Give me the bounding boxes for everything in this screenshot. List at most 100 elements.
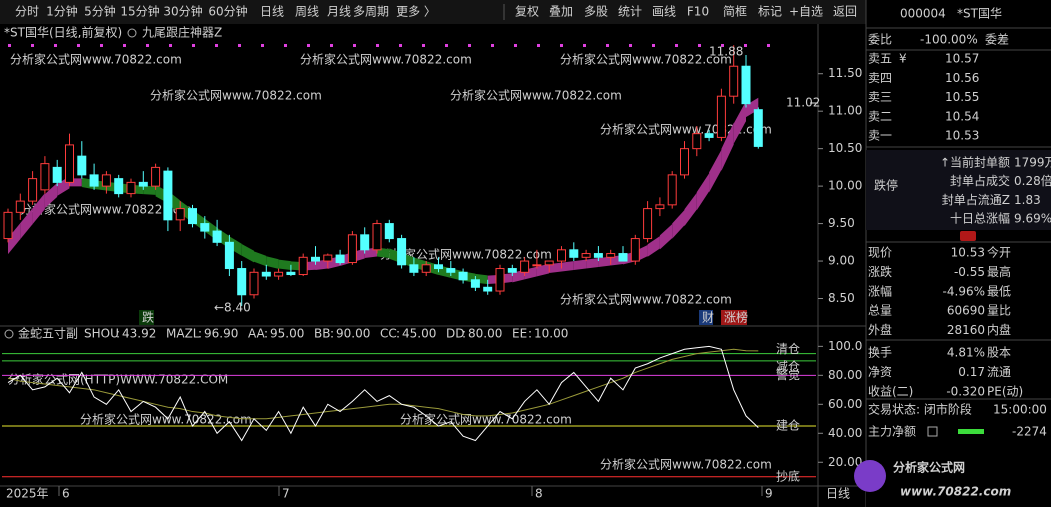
stat-label: 换手 [868,346,892,360]
ref-label: 抄底 [776,468,800,483]
candle-body [360,234,370,251]
x-tick-label: 9 [765,487,773,501]
ref-label: 减仓 [776,359,800,373]
toolbar-item[interactable]: 统计 [618,5,642,19]
candle-body [680,148,689,176]
currency: ¥ [899,52,907,66]
toolbar-item[interactable]: 月线 [327,5,351,19]
value: -100.00% [920,33,978,47]
ribbon-segment [733,101,746,144]
stat-label: 总量 [868,304,892,318]
y-tick-label: 11.50 [828,66,862,80]
x-tick-label: 8 [535,487,543,501]
marker-dot [537,44,540,47]
toolbar-item[interactable]: +自选 [789,5,823,19]
candle-body [618,253,628,262]
toolbar-item[interactable]: 多周期 [353,5,389,19]
stat-value: 4.81% [947,346,985,360]
sub-item-name: EE [512,327,527,341]
candle-body [15,200,25,213]
marker-dot [491,44,494,47]
watermark: 分析家公式网www.70822.com [80,412,252,427]
marker-dot [445,44,448,47]
ask-price: 10.55 [945,90,979,104]
seal-value: 0.28倍 [1014,173,1051,188]
sub-line [7,348,759,420]
toolbar-item[interactable]: 日线 [260,5,284,19]
ribbon-segment [659,224,673,250]
marker-dot [77,44,80,47]
candle-body [434,264,443,270]
marker-dot [100,44,103,47]
toolbar-item[interactable]: 5分钟 [84,4,116,19]
toolbar-item[interactable]: 更多 〉 [396,5,436,19]
watermark: 分析家公式网www.70822.com [600,457,772,472]
candle-body [692,133,702,150]
label: 委比 [868,33,892,47]
candle-body [446,268,456,273]
toolbar-item[interactable]: 15分钟 [120,4,159,19]
candle-body [175,208,185,221]
candle-body [409,264,419,273]
candle-body [507,268,517,273]
marker-dot [606,44,609,47]
ribbon-segment [32,193,45,225]
toolbar-item[interactable]: 返回 [833,5,857,19]
annotation: 涨榜 [724,310,748,325]
ask-price: 10.56 [945,71,979,85]
ribbon-segment [254,251,267,267]
toolbar-item[interactable]: 画线 [652,5,676,19]
toolbar-item[interactable]: 分时 [15,5,39,19]
ribbon-segment [44,182,58,209]
flow-icon [927,426,938,437]
annotation: 11.88 [709,45,743,59]
ref-label: 清仓 [776,342,800,356]
watermark: 分析家公式网www.70822.com [400,412,572,427]
marker-dot [583,44,586,47]
sub-item-value: 45.00 [402,327,436,341]
ask-price: 10.54 [945,109,979,123]
sub-item-colon: : [396,327,400,341]
watermark: 分析家公式网www.70822.com [20,202,192,217]
toolbar-item[interactable]: 简框 [723,5,747,19]
candle-body [606,253,616,258]
y-tick-label: 8.50 [828,291,855,305]
toolbar-item[interactable]: 叠加 [549,5,573,19]
candle-body [495,268,505,292]
candle-body [716,95,726,138]
candle-body [40,163,50,191]
candle-body [581,253,591,258]
toolbar-item[interactable]: 1分钟 [46,4,78,19]
tab [960,231,976,241]
toolbar-item[interactable]: 60分钟 [208,4,247,19]
sub-line [7,345,759,442]
logo-name: 分析家公式网 [893,460,965,475]
sub-item-colon: : [330,327,334,341]
ribbon-segment [229,236,242,256]
toolbar-item[interactable]: 30分钟 [163,4,202,19]
y-tick-label: 10.50 [828,141,862,155]
toolbar-item[interactable]: 周线 [295,5,319,19]
candle-body [630,238,640,262]
period-label: 日线 [826,487,850,501]
status-time: 15:00:00 [993,403,1047,417]
stock-code: 000004 [900,7,946,21]
candle-body [188,208,197,225]
toolbar-item[interactable]: 复权 [515,5,539,19]
seal-label: 封单占流通Z [942,192,1010,207]
stat-label: 收益(二) [868,384,913,398]
candle-body [52,166,62,183]
toolbar-item[interactable]: 多股 [584,5,608,19]
stat-value: 0.17 [958,365,985,379]
toolbar-item[interactable]: 标记 [758,5,782,19]
marker-dot [54,44,57,47]
marker-dot [31,44,34,47]
marker-dot [767,44,770,47]
ask-label: 卖五 [868,52,892,66]
ask-label: 卖一 [868,129,892,143]
y-tick-label: 20.00 [828,455,862,469]
indicator-name: 九尾跟庄神器Z [142,25,222,40]
sub-item-value: 96.90 [204,327,238,341]
toolbar-item[interactable]: F10 [687,5,709,19]
